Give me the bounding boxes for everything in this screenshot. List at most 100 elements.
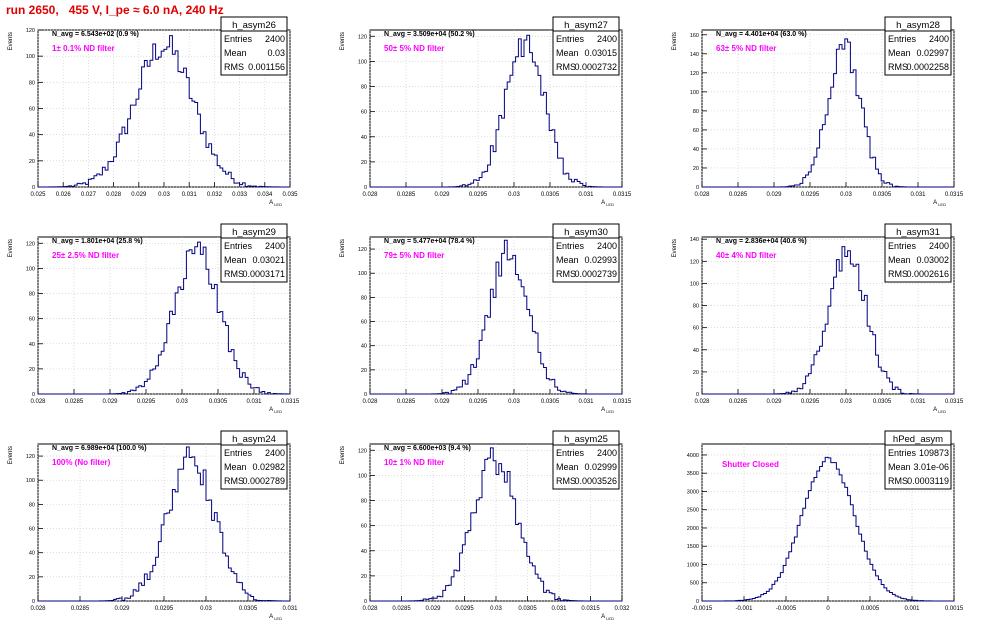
stats-key: RMS [224, 62, 244, 72]
x-tick-label: 0.0285 [392, 606, 411, 612]
y-tick-label: 100 [26, 266, 35, 272]
y-tick-label: 20 [29, 159, 35, 165]
histogram-svg: 0.028 0.0285 0.029 0.0295 0.03 0.0305 0.031 0.0… [340, 16, 632, 207]
stats-title: h_asym24 [232, 434, 276, 445]
y-tick-label: 60 [361, 320, 367, 326]
stats-key: RMS [556, 476, 576, 486]
x-tick-label: 0.0005 [861, 606, 880, 612]
y-tick-label: 60 [29, 317, 35, 323]
y-axis-title: Events [672, 239, 678, 257]
stats-box [220, 430, 288, 490]
x-tick-label: 0.0295 [469, 192, 488, 198]
stats-key: Mean [556, 48, 579, 58]
x-tick-label: 0.031 [182, 192, 198, 198]
x-tick-label: 0.028 [694, 192, 710, 198]
y-tick-label: 80 [29, 292, 35, 298]
stats-key: Entries [224, 34, 253, 44]
stats-key: Mean [556, 255, 579, 265]
stats-value: 0.0003526 [574, 476, 617, 486]
histogram-panel-h_asym31: 0.028 0.0285 0.029 0.0295 0.03 0.0305 0.031 0.0… [664, 221, 994, 428]
x-axis-title: A LED [601, 200, 614, 207]
y-axis-title: Events [8, 32, 14, 50]
y-axis-title: Events [340, 446, 346, 464]
x-tick-label: 0.026 [56, 192, 72, 198]
x-tick-label: 0.0295 [801, 399, 820, 405]
stats-value: 0.03002 [916, 255, 949, 265]
y-tick-label: 3500 [687, 471, 699, 477]
stats-box [884, 16, 952, 76]
stats-key: Entries [888, 241, 917, 251]
stats-box [552, 223, 620, 283]
stats-box [552, 16, 620, 76]
histogram-series [702, 246, 954, 395]
y-tick-label: 120 [690, 259, 699, 265]
y-tick-label: 120 [358, 448, 367, 454]
y-tick-label: 60 [693, 128, 699, 134]
stats-key: Entries [556, 448, 585, 458]
x-tick-label: 0.0285 [65, 399, 84, 405]
stats-box [884, 223, 952, 283]
y-tick-label: 3000 [687, 489, 699, 495]
stats-value: 2400 [597, 34, 617, 44]
stats-value: 0.0002732 [574, 62, 617, 72]
x-tick-label: 0.029 [766, 399, 782, 405]
stats-value: 0.02997 [916, 48, 949, 58]
x-tick-label: 0.0305 [873, 399, 892, 405]
y-tick-label: 60 [693, 326, 699, 332]
histogram-svg: -0.0015 -0.001 -0.0005 0 0.0005 0.001 0.0015 0 5… [687, 430, 964, 612]
stats-value: 0.001156 [248, 62, 285, 72]
x-axis-title: A LED [601, 614, 614, 621]
x-tick-label: 0.0285 [729, 192, 748, 198]
x-tick-label: 0.0315 [581, 606, 600, 612]
y-tick-label: 80 [29, 502, 35, 508]
stats-key: Mean [224, 255, 247, 265]
y-tick-label: 120 [26, 241, 35, 247]
n-avg-label: N_avg = 6.989e+04 (100.0 %) [52, 445, 147, 452]
y-tick-label: 20 [693, 166, 699, 172]
filter-note: Shutter Closed [722, 460, 779, 469]
y-tick-label: 0 [364, 392, 367, 398]
n-avg-label: N_avg = 2.836e+04 (40.6 %) [716, 238, 807, 245]
x-tick-label: 0.029 [425, 606, 441, 612]
y-tick-label: 60 [361, 524, 367, 530]
stats-value: 0.03 [267, 48, 285, 58]
x-tick-label: 0.032 [207, 192, 223, 198]
x-tick-label: 0.031 [910, 399, 926, 405]
y-axis-title: Events [340, 239, 346, 257]
y-tick-label: 20 [29, 575, 35, 581]
y-tick-label: 120 [358, 247, 367, 253]
x-axis-title: A LED [269, 614, 282, 621]
x-tick-label: 0.03 [840, 399, 852, 405]
y-tick-label: 20 [361, 160, 367, 166]
histogram-panel-h_asym28: 0.028 0.0285 0.029 0.0295 0.03 0.0305 0.031 0.0… [664, 14, 994, 221]
y-tick-label: 100 [690, 90, 699, 96]
y-tick-label: 40 [361, 549, 367, 555]
y-tick-label: 0 [696, 185, 699, 191]
y-tick-label: 2000 [687, 526, 699, 532]
n-avg-label: N_avg = 6.600e+03 (9.4 %) [384, 445, 471, 452]
y-tick-label: 20 [361, 574, 367, 580]
y-tick-label: 160 [690, 33, 699, 39]
x-tick-label: 0.0315 [945, 192, 964, 198]
histogram-series [370, 34, 623, 188]
stats-key: Mean [224, 48, 247, 58]
y-tick-label: 120 [26, 28, 35, 34]
x-tick-label: 0.0315 [613, 192, 632, 198]
stats-value: 0.02999 [584, 462, 617, 472]
stats-key: RMS [888, 62, 908, 72]
y-axis-title: Events [8, 446, 14, 464]
y-tick-label: 0 [32, 599, 35, 605]
histogram-panel-hPed_asym: -0.0015 -0.001 -0.0005 0 0.0005 0.001 0.0015 0 5… [664, 428, 994, 635]
stats-value: 2400 [597, 241, 617, 251]
stats-value: 109873 [919, 448, 949, 458]
stats-key: RMS [556, 62, 576, 72]
stats-key: Entries [556, 34, 585, 44]
stats-title: h_asym30 [564, 227, 608, 238]
x-tick-label: 0.028 [362, 606, 378, 612]
y-tick-label: 20 [693, 370, 699, 376]
x-tick-label: 0.025 [30, 192, 46, 198]
x-tick-label: 0.0285 [397, 192, 416, 198]
x-tick-label: 0.034 [257, 192, 273, 198]
y-tick-label: 1500 [687, 544, 699, 550]
stats-box [220, 16, 288, 76]
